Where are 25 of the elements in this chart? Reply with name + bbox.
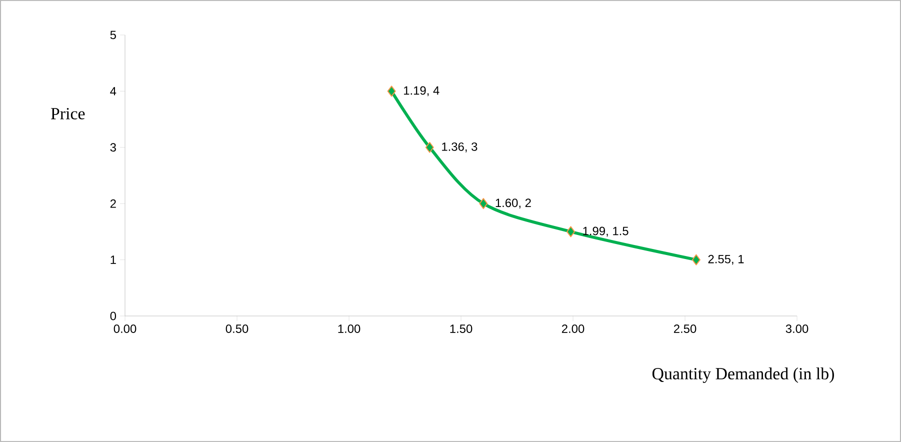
point [479,198,488,210]
x-tick-label: 2.00 [562,324,584,333]
x-tick-label: 2.50 [674,324,696,333]
data-label: 1.99, 1.5 [583,226,628,237]
y-tick-label: 1 [110,256,116,264]
y-tick-label: 3 [110,143,116,152]
x-tick-label: 1.50 [450,324,472,333]
x-axis-title: Quantity Demanded (in lb) [652,368,834,383]
y-axis-title: Price [50,108,85,120]
point [566,226,576,238]
data-label: 1.19, 4 [404,86,440,96]
data-label: 2.55, 1 [708,254,744,265]
y-tick-label: 2 [110,199,116,208]
point [387,86,396,97]
data-label: 1.36, 3 [442,142,478,152]
y-tick-label: 4 [110,87,116,96]
y-tick-label: 0 [110,312,116,320]
x-tick-label: 3.00 [786,324,808,333]
x-tick-label: 0.50 [226,324,248,333]
data-label: 1.60, 2 [496,198,531,209]
x-tick-label: 0.00 [114,324,136,333]
y-tick-label: 5 [110,30,116,40]
x-tick-label: 1.00 [338,324,360,333]
point [692,254,700,266]
point [425,142,434,153]
